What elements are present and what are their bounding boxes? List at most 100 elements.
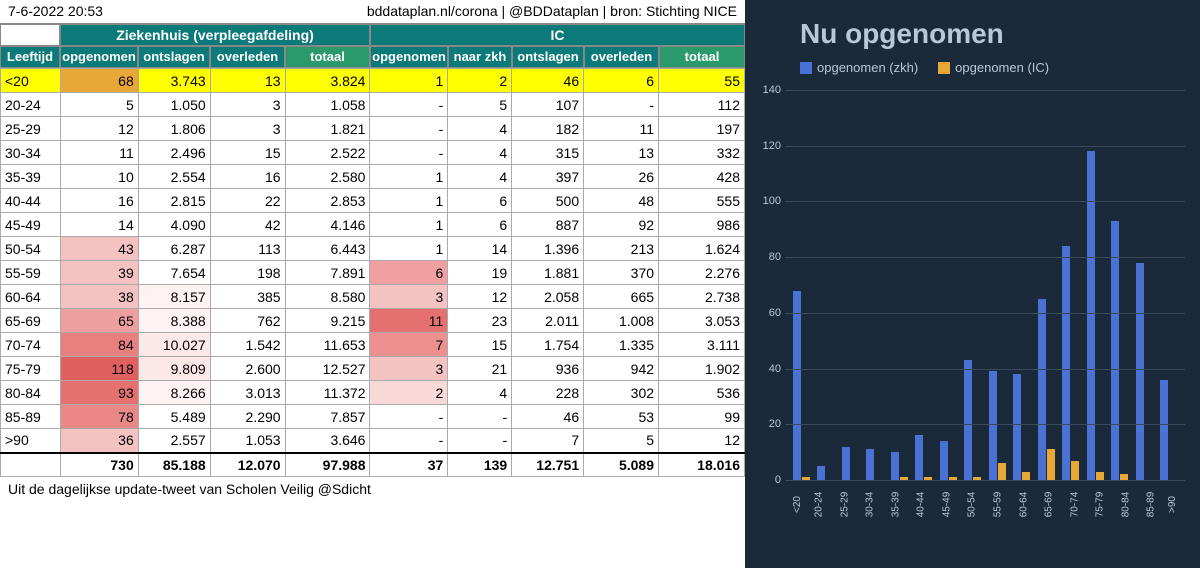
cell-age: 20-24 — [1, 93, 61, 117]
table-row: 80-84938.2663.01311.37224228302536 — [1, 381, 745, 405]
bar-group — [985, 90, 1010, 480]
cell-ic_opg: 1 — [370, 189, 448, 213]
cell-ic_ont: 887 — [512, 213, 584, 237]
cell-ic_tot: 332 — [659, 141, 745, 165]
total-ic_opg: 37 — [370, 453, 448, 477]
cell-zkh_ovl: 16 — [210, 165, 285, 189]
legend-label: opgenomen (zkh) — [817, 60, 918, 75]
cell-zkh_tot: 11.653 — [285, 333, 370, 357]
cell-zkh_ovl: 22 — [210, 189, 285, 213]
col-header-ic_opg: opgenomen — [370, 46, 448, 68]
bar-zkh — [1038, 299, 1046, 480]
cell-age: 55-59 — [1, 261, 61, 285]
group-headers: Ziekenhuis (verpleegafdeling) IC — [0, 24, 745, 46]
x-tick-label: <20 — [792, 496, 803, 513]
cell-zkh_ont: 6.287 — [138, 237, 210, 261]
col-header-ic_ovl: overleden — [584, 46, 659, 68]
cell-zkh_ovl: 42 — [210, 213, 285, 237]
cell-age: 45-49 — [1, 213, 61, 237]
chart-title: Nu opgenomen — [745, 0, 1200, 50]
cell-ic_ont: 2.011 — [512, 309, 584, 333]
gridline — [785, 90, 1185, 91]
y-tick-label: 140 — [763, 84, 781, 96]
cell-zkh_tot: 12.527 — [285, 357, 370, 381]
cell-zkh_ont: 4.090 — [138, 213, 210, 237]
table-row: 25-29121.80631.821-418211197 — [1, 117, 745, 141]
cell-age: <20 — [1, 69, 61, 93]
y-tick-label: 80 — [769, 251, 781, 263]
cell-ic_tot: 55 — [659, 69, 745, 93]
table-row: <20683.743133.8241246655 — [1, 69, 745, 93]
cell-ic_opg: 6 — [370, 261, 448, 285]
cell-ic_opg: - — [370, 405, 448, 429]
cell-ic_ovl: 665 — [584, 285, 659, 309]
cell-ic_ont: 7 — [512, 429, 584, 453]
bar-group — [1059, 90, 1084, 480]
bar-zkh — [1160, 380, 1168, 480]
cell-ic_ovl: 1.008 — [584, 309, 659, 333]
y-tick-label: 0 — [775, 474, 781, 486]
table-row: 40-44162.815222.8531650048555 — [1, 189, 745, 213]
cell-ic_ont: 1.396 — [512, 237, 584, 261]
bar-zkh — [964, 360, 972, 480]
cell-ic_ovl: 5 — [584, 429, 659, 453]
table-row: 60-64388.1573858.5803122.0586652.738 — [1, 285, 745, 309]
total-ic_nz: 139 — [448, 453, 512, 477]
cell-zkh_tot: 1.821 — [285, 117, 370, 141]
cell-ic_tot: 536 — [659, 381, 745, 405]
chart-legend: opgenomen (zkh) opgenomen (IC) — [745, 50, 1200, 75]
cell-ic_opg: 7 — [370, 333, 448, 357]
cell-age: 35-39 — [1, 165, 61, 189]
table-row: 55-59397.6541987.8916191.8813702.276 — [1, 261, 745, 285]
cell-ic_tot: 99 — [659, 405, 745, 429]
cell-zkh_ovl: 3 — [210, 117, 285, 141]
x-tick-label: 25-29 — [839, 492, 850, 518]
x-tick-label: 70-74 — [1069, 492, 1080, 518]
cell-ic_nz: 6 — [448, 189, 512, 213]
cell-age: 30-34 — [1, 141, 61, 165]
cell-ic_ovl: 370 — [584, 261, 659, 285]
bar-ic — [1047, 449, 1055, 480]
cell-ic_opg: - — [370, 93, 448, 117]
cell-zkh_opg: 10 — [60, 165, 138, 189]
cell-zkh_opg: 118 — [60, 357, 138, 381]
table-row: 50-54436.2871136.4431141.3962131.624 — [1, 237, 745, 261]
legend-label: opgenomen (IC) — [955, 60, 1049, 75]
gridline — [785, 480, 1185, 481]
cell-ic_ont: 107 — [512, 93, 584, 117]
cell-ic_opg: 3 — [370, 285, 448, 309]
cell-ic_opg: - — [370, 141, 448, 165]
cell-zkh_ovl: 1.542 — [210, 333, 285, 357]
x-tick-label: 75-79 — [1095, 492, 1106, 518]
bar-zkh — [842, 447, 850, 480]
legend-item: opgenomen (IC) — [938, 60, 1049, 75]
bar-zkh — [1013, 374, 1021, 480]
cell-zkh_ont: 2.557 — [138, 429, 210, 453]
col-header-ic_ont: ontslagen — [512, 46, 584, 68]
cell-ic_ont: 46 — [512, 69, 584, 93]
bar-group — [961, 90, 986, 480]
cell-zkh_opg: 12 — [60, 117, 138, 141]
x-tick-label: 60-64 — [1018, 492, 1029, 518]
cell-zkh_opg: 36 — [60, 429, 138, 453]
col-header-age: Leeftijd — [0, 46, 60, 68]
x-tick-label: 20-24 — [813, 492, 824, 518]
cell-zkh_ont: 2.496 — [138, 141, 210, 165]
col-header-ic_nz: naar zkh — [448, 46, 512, 68]
cell-ic_ovl: 942 — [584, 357, 659, 381]
x-tick-label: 35-39 — [890, 492, 901, 518]
bar-group — [789, 90, 814, 480]
cell-ic_opg: 1 — [370, 213, 448, 237]
cell-ic_tot: 2.276 — [659, 261, 745, 285]
cell-zkh_ont: 8.388 — [138, 309, 210, 333]
x-tick-label: 30-34 — [864, 492, 875, 518]
cell-zkh_ovl: 385 — [210, 285, 285, 309]
cell-ic_opg: - — [370, 429, 448, 453]
cell-zkh_opg: 68 — [60, 69, 138, 93]
cell-ic_ont: 46 — [512, 405, 584, 429]
x-tick-label: 40-44 — [916, 492, 927, 518]
cell-zkh_opg: 65 — [60, 309, 138, 333]
cell-ic_nz: - — [448, 405, 512, 429]
cell-ic_nz: 19 — [448, 261, 512, 285]
table-row: 20-2451.05031.058-5107-112 — [1, 93, 745, 117]
